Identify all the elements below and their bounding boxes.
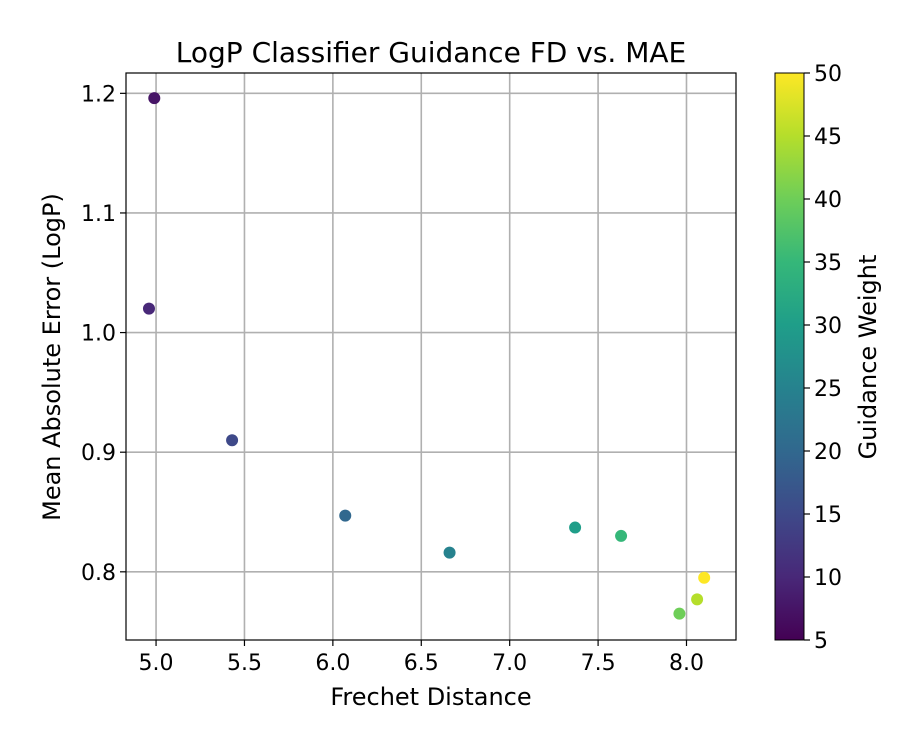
y-axis-ticks: 0.8 0.9 1.0 1.1 1.2 (81, 82, 126, 586)
x-tick-label: 8.0 (669, 651, 704, 676)
colorbar-tick-label: 30 (814, 314, 842, 339)
y-tick-label: 1.2 (81, 82, 116, 107)
data-point (673, 607, 686, 620)
colorbar-tick-label: 25 (814, 377, 842, 402)
y-tick-label: 1.0 (81, 322, 116, 347)
x-tick-label: 6.5 (404, 651, 439, 676)
data-point (698, 571, 711, 584)
colorbar (774, 72, 805, 641)
data-point (148, 92, 161, 105)
colorbar-label: Guidance Weight (854, 255, 882, 460)
data-point (142, 302, 155, 315)
colorbar-tick-label: 40 (814, 188, 842, 213)
colorbar-tick-label: 45 (814, 125, 842, 150)
plot-area-frame (125, 72, 737, 641)
data-point (443, 546, 456, 559)
data-points (142, 92, 711, 620)
y-axis-label: Mean Absolute Error (LogP) (38, 193, 66, 521)
colorbar-tick-label: 10 (814, 566, 842, 591)
y-tick-label: 0.9 (81, 441, 116, 466)
data-point (226, 434, 239, 447)
chart-title: LogP Classifier Guidance FD vs. MAE (176, 36, 686, 69)
x-tick-label: 7.0 (492, 651, 527, 676)
data-point (691, 593, 704, 606)
colorbar-tick-label: 15 (814, 503, 842, 528)
colorbar-tick-label: 5 (814, 629, 828, 654)
colorbar-tick-label: 20 (814, 440, 842, 465)
x-tick-label: 5.0 (139, 651, 174, 676)
y-tick-label: 1.1 (81, 202, 116, 227)
colorbar-ticks: 5 10 15 20 25 30 35 40 45 50 (804, 62, 842, 654)
x-tick-label: 5.5 (227, 651, 262, 676)
x-axis-ticks: 5.0 5.5 6.0 6.5 7.0 7.5 8.0 (139, 640, 704, 676)
grid-lines (126, 73, 736, 640)
data-point (569, 521, 582, 534)
data-point (615, 529, 628, 542)
y-tick-label: 0.8 (81, 561, 116, 586)
colorbar-tick-label: 35 (814, 251, 842, 276)
x-tick-label: 7.5 (581, 651, 616, 676)
x-axis-label: Frechet Distance (330, 683, 531, 711)
data-point (339, 509, 352, 522)
x-tick-label: 6.0 (315, 651, 350, 676)
colorbar-tick-label: 50 (814, 62, 842, 87)
